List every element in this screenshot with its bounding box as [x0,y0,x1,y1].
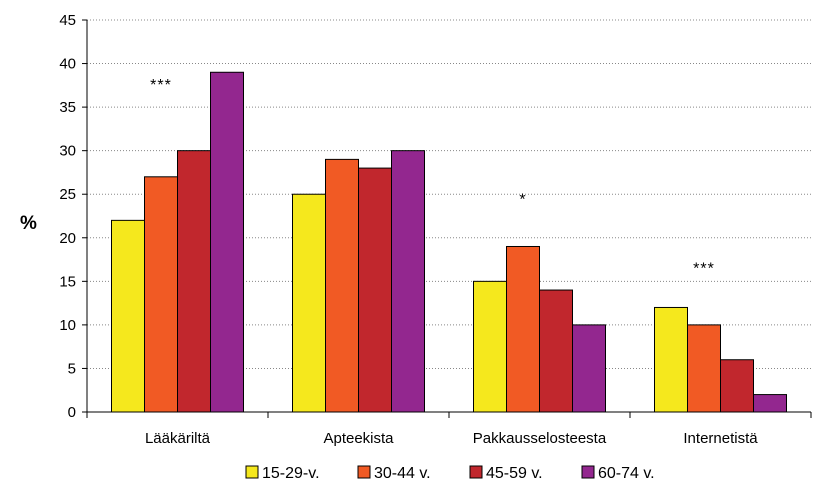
legend-label: 45-59 v. [486,465,543,482]
y-tick-label: 40 [59,56,76,73]
bar-1-3 [177,150,211,413]
category-label: Pakkausselosteesta [473,430,607,447]
legend-label: 60-74 v. [598,465,655,482]
y-tick-label: 20 [59,230,76,247]
category-label: Lääkäriltä [145,430,211,447]
significance-annotations: ******* [150,77,715,277]
y-tick-label: 25 [59,186,76,203]
y-tick-label: 5 [68,360,76,377]
bar-1-4 [210,71,244,413]
bar-2-4 [391,150,425,413]
legend-swatch-3 [469,465,483,479]
y-tick-label: 10 [59,317,76,334]
legend-swatch-2 [357,465,371,479]
legend-swatch-1 [245,465,259,479]
bar-4-4 [753,394,787,413]
bar-2-2 [325,158,359,413]
y-tick-label: 45 [59,12,76,29]
legend-label: 15-29-v. [262,465,320,482]
bar-2-3 [358,167,392,413]
y-tick-label: 35 [59,99,76,116]
bar-3-1 [473,280,507,413]
legend-label: 30-44 v. [374,465,431,482]
bar-4-2 [687,324,721,413]
legend-swatch-4 [581,465,595,479]
bar-2-1 [292,193,326,413]
bar-4-3 [720,359,754,413]
bars [111,71,787,413]
x-axis: Lääkäriltä Apteekista Pakkausselosteesta In… [86,411,812,447]
category-label: Apteekista [323,430,394,447]
y-tick-label: 30 [59,143,76,160]
significance-marker: * [519,191,526,208]
y-tick-label: 15 [59,273,76,290]
y-axis-label: % [20,213,37,234]
bar-1-1 [111,219,145,413]
bar-4-1 [654,306,688,413]
bar-3-4 [572,324,606,413]
bar-3-2 [506,245,540,413]
category-label: Internetistä [683,430,758,447]
bar-3-3 [539,289,573,413]
y-axis: 0 5 10 15 20 25 30 35 40 45 [59,12,88,421]
bar-1-2 [144,176,178,413]
legend: 15-29-v. 30-44 v. 45-59 v. 60-74 v. [245,465,655,482]
significance-marker: *** [150,77,172,94]
y-tick-label: 0 [68,404,76,421]
significance-marker: *** [693,260,715,277]
